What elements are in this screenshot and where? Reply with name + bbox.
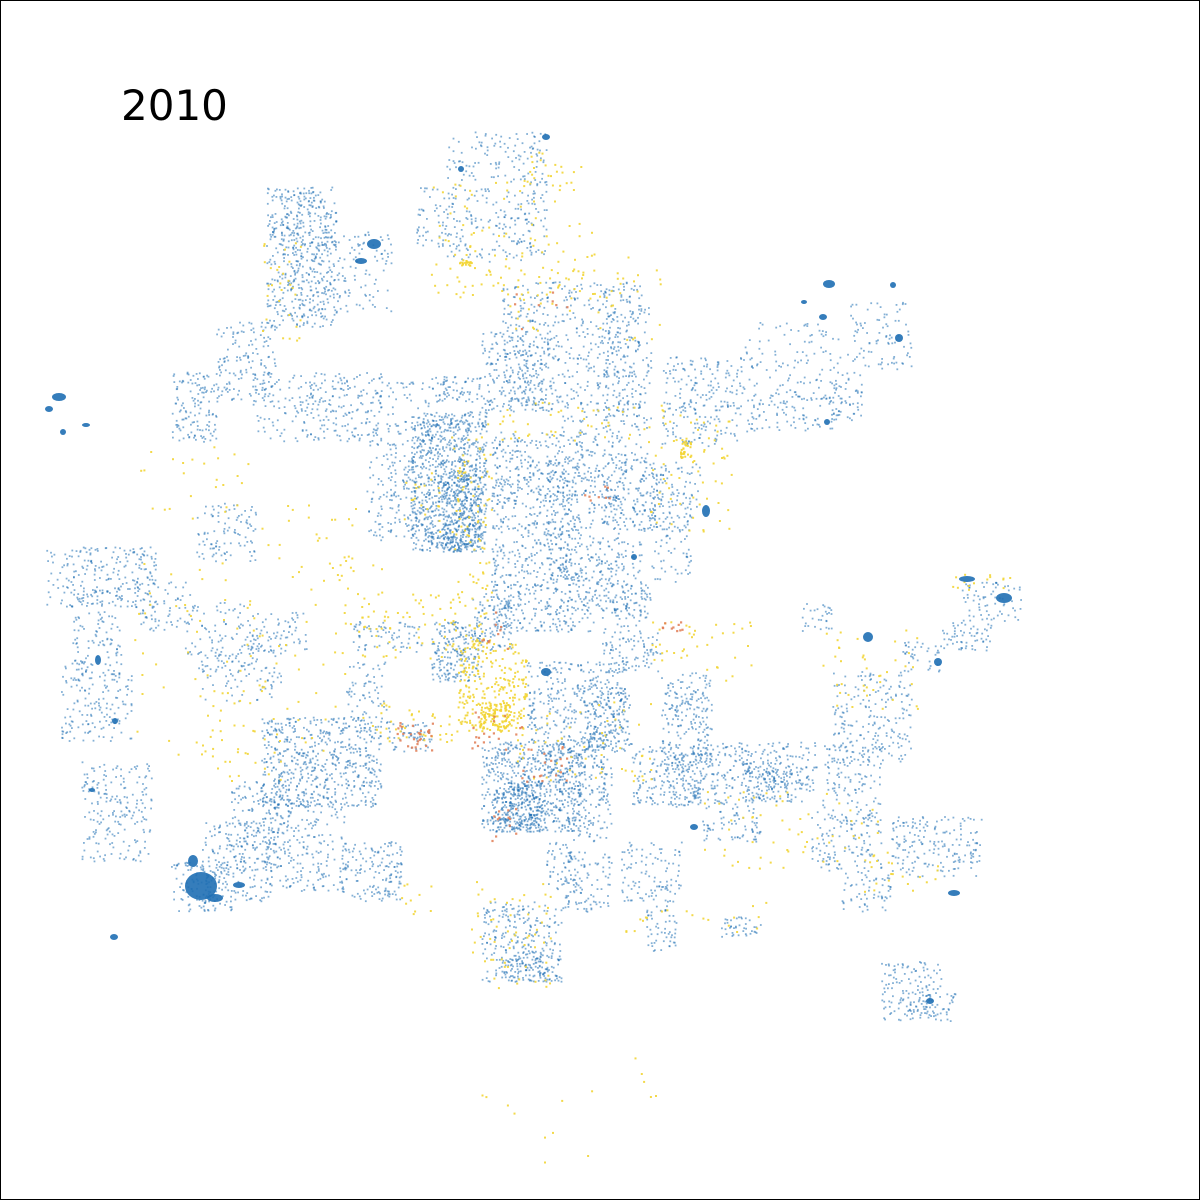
secondary-dot-layer [134,151,1012,1164]
year-label: 2010 [121,81,228,130]
dense-cluster-layer [45,134,1012,1004]
tertiary-dot-layer [396,291,684,843]
primary-dot-layer [46,131,1022,1022]
